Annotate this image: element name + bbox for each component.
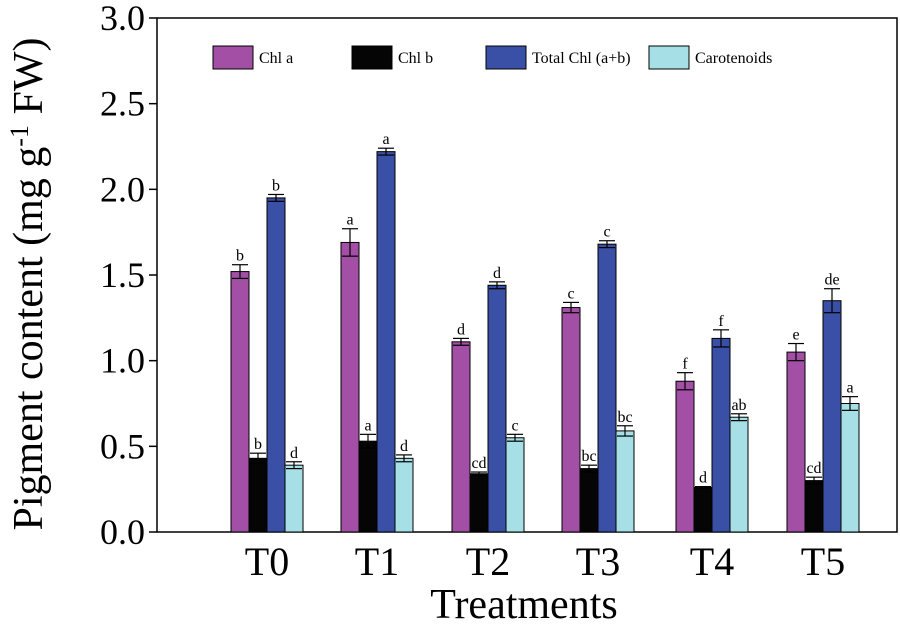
significance-label: cd xyxy=(471,455,486,472)
significance-label: a xyxy=(346,212,353,229)
bar xyxy=(230,271,250,533)
bar xyxy=(693,486,713,533)
bar xyxy=(675,380,695,533)
legend-swatch xyxy=(485,45,527,70)
x-tick-label: T2 xyxy=(466,539,510,584)
x-axis-ticks: T0 T1 T2 T3 T4 T5 xyxy=(245,539,845,584)
x-axis-title: Treatments xyxy=(430,582,617,628)
legend: Chl a Chl b Total Chl (a+b) Carotenoids xyxy=(212,45,772,70)
x-tick-label: T5 xyxy=(801,539,845,584)
bar xyxy=(597,243,617,533)
significance-label: d xyxy=(290,445,298,462)
bar xyxy=(376,151,396,533)
bar xyxy=(729,416,749,533)
y-axis-title: Pigment content (mg g-1 FW) xyxy=(5,38,53,531)
bar xyxy=(822,300,842,533)
bar xyxy=(579,468,599,533)
bar xyxy=(487,284,507,533)
bar xyxy=(340,241,360,533)
legend-swatch xyxy=(648,45,690,70)
x-tick-label: T4 xyxy=(690,539,734,584)
significance-label: d xyxy=(699,470,707,487)
legend-label: Carotenoids xyxy=(695,50,772,67)
significance-label: b xyxy=(254,436,262,453)
bar xyxy=(248,457,268,533)
significance-label: e xyxy=(792,327,799,344)
significance-label: c xyxy=(603,224,610,241)
significance-label: d xyxy=(400,438,408,455)
bar xyxy=(804,480,824,533)
significance-label: d xyxy=(493,265,501,282)
legend-swatch xyxy=(212,45,254,70)
significance-label: a xyxy=(846,380,853,397)
bar xyxy=(840,403,860,533)
y-tick-label: 1.5 xyxy=(100,255,145,295)
x-tick-label: T3 xyxy=(576,539,620,584)
bar xyxy=(394,457,414,533)
legend-label: Total Chl (a+b) xyxy=(532,50,631,67)
significance-label: bc xyxy=(617,409,632,426)
legend-swatch xyxy=(351,45,393,70)
bars-group: b b b d a a a d d cd d c c bc c bc f d f ab e cd de a xyxy=(230,131,860,533)
bar xyxy=(561,307,581,533)
bar xyxy=(266,197,286,533)
significance-label: d xyxy=(457,321,465,338)
bar xyxy=(451,341,471,533)
y-tick-label: 3.0 xyxy=(100,0,145,38)
significance-label: c xyxy=(511,417,518,434)
bar xyxy=(505,437,525,533)
bar xyxy=(469,473,489,533)
significance-label: f xyxy=(682,356,688,373)
significance-label: bc xyxy=(581,448,596,465)
significance-label: a xyxy=(382,131,389,148)
y-axis-ticks: 0.0 0.5 1.0 1.5 2.0 2.5 3.0 xyxy=(100,0,157,552)
y-tick-label: 2.0 xyxy=(100,169,145,209)
bar xyxy=(786,351,806,533)
legend-label: Chl a xyxy=(259,50,293,67)
bar xyxy=(615,430,635,533)
significance-label: b xyxy=(272,177,280,194)
y-tick-label: 2.5 xyxy=(100,84,145,124)
y-axis-title-main: Pigment content (mg g xyxy=(6,147,52,531)
significance-label: c xyxy=(567,285,574,302)
bar xyxy=(358,440,378,533)
y-axis-title-superscript: -1 xyxy=(5,125,34,147)
significance-label: cd xyxy=(806,460,821,477)
significance-label: b xyxy=(236,248,244,265)
significance-label: de xyxy=(824,272,839,289)
y-tick-label: 0.0 xyxy=(100,512,145,552)
bar xyxy=(284,464,304,533)
legend-label: Chl b xyxy=(398,50,433,67)
significance-label: a xyxy=(364,417,371,434)
y-axis-title-suffix: FW) xyxy=(6,38,52,126)
y-tick-label: 1.0 xyxy=(100,341,145,381)
significance-label: f xyxy=(718,313,724,330)
bar xyxy=(711,337,731,533)
x-tick-label: T1 xyxy=(355,539,399,584)
significance-label: ab xyxy=(731,397,746,414)
y-tick-label: 0.5 xyxy=(100,426,145,466)
x-tick-label: T0 xyxy=(245,539,289,584)
